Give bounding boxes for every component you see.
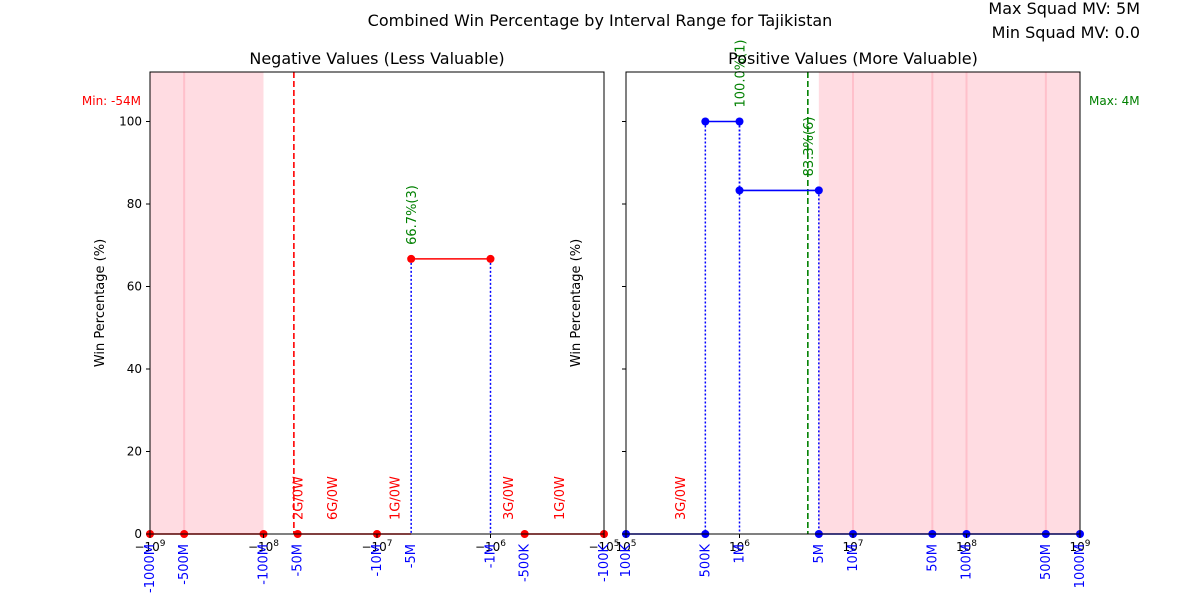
data-point <box>814 186 823 195</box>
negative-values-panel: Min: -54M 66.7%(3) 2G/0W 6G/0W 1G/0W 3G/0W 1G/… <box>82 49 620 593</box>
annotation-label: 6G/0W <box>326 476 341 520</box>
x-interval-tick-label: 100K <box>619 544 634 578</box>
positive-values-panel: Max: 4M 100.0%(1) 83.3%(6) 3G/0W Positive Va… <box>569 40 1140 589</box>
data-point <box>735 117 744 126</box>
x-interval-tick-label: -1M <box>484 544 499 568</box>
max-squad-mv-label: Max Squad MV: 5M <box>988 0 1140 18</box>
figure-suptitle: Combined Win Percentage by Interval Rang… <box>368 11 833 30</box>
x-interval-tick-label: -1000M <box>143 544 158 593</box>
reference-vline-label: Min: -54M <box>82 94 141 108</box>
x-major-tick-label: 105 <box>615 539 636 554</box>
x-interval-tick-label: 10M <box>846 544 861 572</box>
x-interval-tick-label: 100M <box>960 544 975 580</box>
x-interval-tick-label: -5M <box>404 544 419 568</box>
x-major-tick-label: 106 <box>729 539 750 554</box>
x-interval-tick-label: -500M <box>177 544 192 585</box>
x-interval-tick-label: 1000M <box>1073 544 1088 588</box>
x-major-tick-label: −105 <box>588 539 619 554</box>
x-interval-tick-label: 500M <box>1039 544 1054 580</box>
y-tick-label: 0 <box>134 527 142 541</box>
x-interval-tick-label: 5M <box>812 544 827 564</box>
y-tick-label: 40 <box>127 362 142 376</box>
x-interval-tick-label: -500K <box>518 544 533 583</box>
y-tick-label: 80 <box>127 197 142 211</box>
y-axis-label: Win Percentage (%) <box>93 239 108 367</box>
x-interval-tick-label: -50M <box>291 544 306 576</box>
annotation-label: 3G/0W <box>674 476 689 520</box>
x-interval-tick-label: 50M <box>925 544 940 572</box>
data-point <box>735 186 744 195</box>
data-point <box>407 254 416 263</box>
y-tick-label: 100 <box>119 115 142 129</box>
x-major-tick-label: 108 <box>956 539 977 554</box>
shaded-band <box>150 72 264 534</box>
y-axis-label: Win Percentage (%) <box>569 239 584 367</box>
x-interval-tick-label: -100M <box>257 544 272 585</box>
min-squad-mv-label: Min Squad MV: 0.0 <box>992 23 1140 42</box>
y-tick-label: 60 <box>127 280 142 294</box>
data-point <box>486 254 495 263</box>
annotation-label: 83.3%(6) <box>802 117 817 177</box>
x-major-tick-label: −109 <box>134 539 165 554</box>
x-interval-tick-label: -100K <box>597 544 612 583</box>
panel-title: Negative Values (Less Valuable) <box>249 49 504 68</box>
x-major-tick-label: −106 <box>475 539 506 554</box>
annotation-label: 66.7%(3) <box>405 185 420 245</box>
annotation-label: 1G/0W <box>389 476 404 520</box>
x-major-tick-label: 109 <box>1069 539 1090 554</box>
x-interval-tick-label: -10M <box>370 544 385 576</box>
data-point <box>701 117 710 126</box>
x-interval-tick-label: 1M <box>733 544 748 564</box>
panel-title: Positive Values (More Valuable) <box>728 49 978 68</box>
x-major-tick-label: −107 <box>361 539 392 554</box>
x-major-tick-label: 107 <box>842 539 863 554</box>
y-tick-label: 20 <box>127 445 142 459</box>
annotation-label: 3G/0W <box>502 476 517 520</box>
shaded-band <box>818 72 1080 534</box>
x-interval-tick-label: 500K <box>698 544 713 578</box>
annotation-label: 1G/0W <box>553 476 568 520</box>
annotation-label: 100.0%(1) <box>734 40 749 108</box>
x-major-tick-label: −108 <box>248 539 279 554</box>
reference-vline-label: Max: 4M <box>1089 94 1140 108</box>
annotation-label: 2G/0W <box>292 476 307 520</box>
